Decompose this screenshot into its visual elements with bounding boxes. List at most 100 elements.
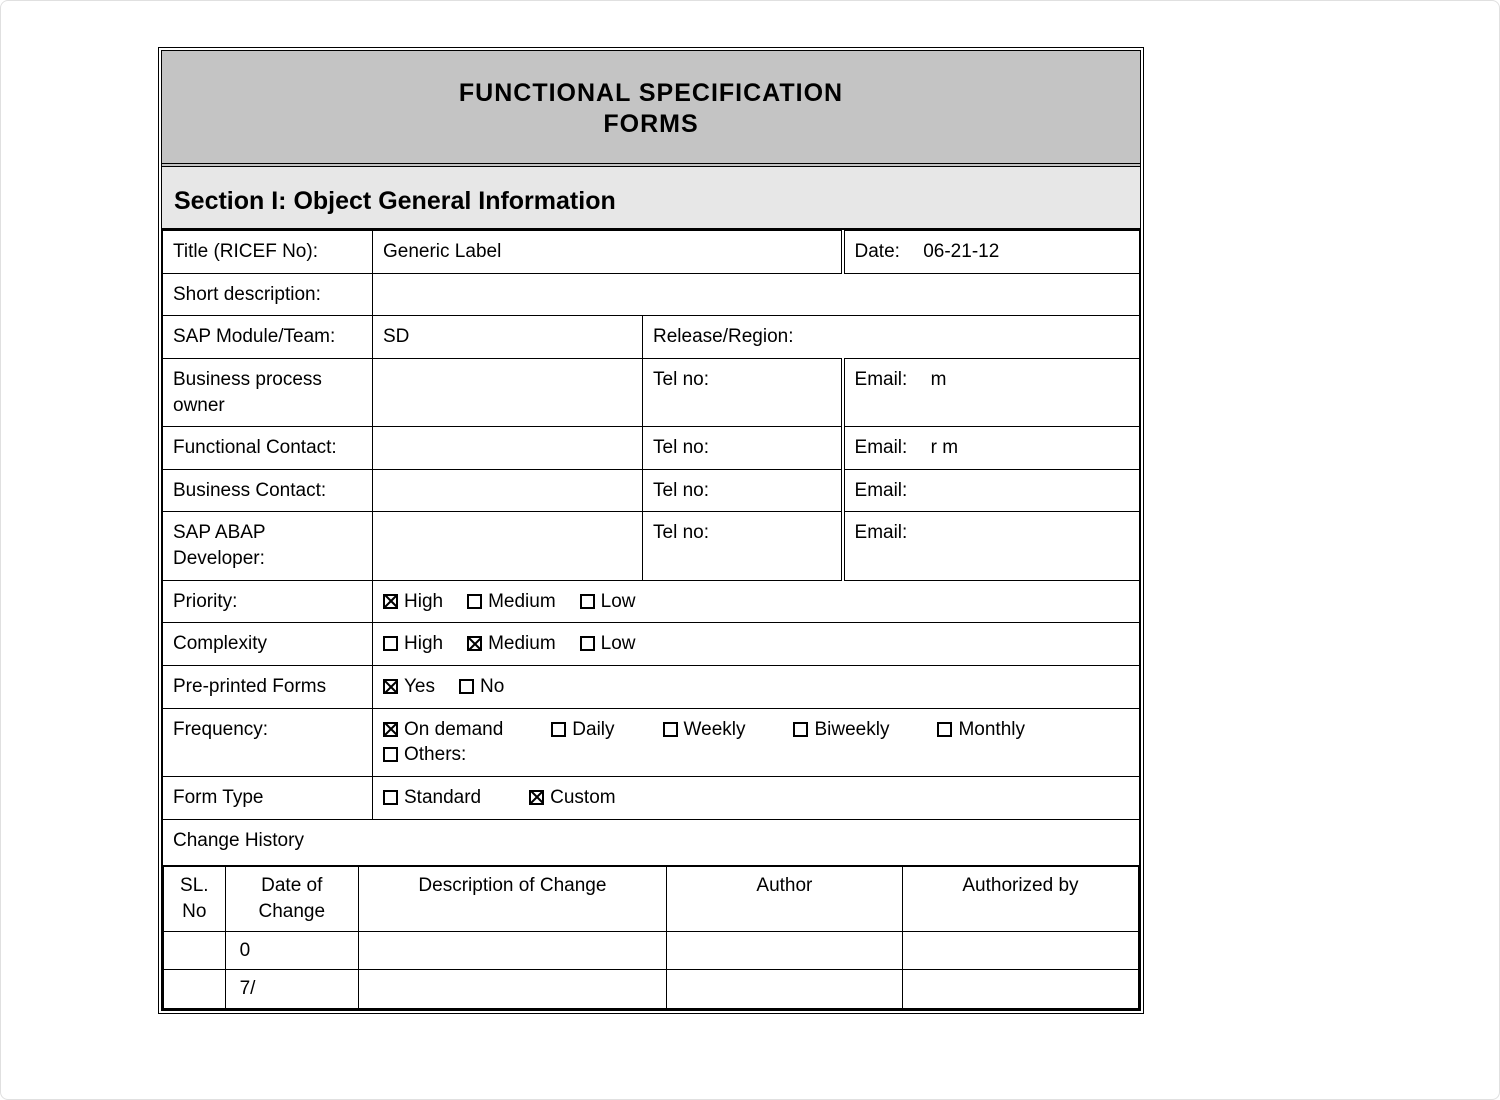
row-priority: Priority: HighMediumLow bbox=[163, 580, 1140, 623]
history-cell bbox=[902, 931, 1138, 970]
row-sap-module: SAP Module/Team: SD Release/Region: bbox=[163, 316, 1140, 359]
abap-tel-cell: Tel no: bbox=[643, 512, 843, 580]
checkbox-icon[interactable] bbox=[459, 679, 474, 694]
history-cell bbox=[666, 970, 902, 1009]
frequency-option: Others: bbox=[383, 742, 466, 768]
option-label: Medium bbox=[488, 633, 556, 654]
checkbox-icon[interactable] bbox=[529, 790, 544, 805]
sap-module-label: SAP Module/Team: bbox=[163, 316, 373, 359]
checkbox-icon[interactable] bbox=[580, 636, 595, 651]
checkbox-icon[interactable] bbox=[383, 679, 398, 694]
checkbox-icon[interactable] bbox=[383, 722, 398, 737]
bus-label: Business Contact: bbox=[163, 469, 373, 512]
abap-email-cell: Email: bbox=[843, 512, 1140, 580]
frequency-option: Daily bbox=[551, 717, 614, 743]
history-cell bbox=[666, 931, 902, 970]
priority-options: HighMediumLow bbox=[373, 580, 1140, 623]
formtype-option: Custom bbox=[529, 785, 615, 811]
row-title: Title (RICEF No): Generic Label Date: 06… bbox=[163, 231, 1140, 274]
option-label: Custom bbox=[550, 787, 615, 808]
priority-option: Medium bbox=[467, 589, 556, 615]
checkbox-icon[interactable] bbox=[663, 722, 678, 737]
frequency-options: On demand Daily Weekly Biweekly Monthly Other… bbox=[373, 708, 1140, 776]
row-bpo: Business process owner Tel no: Email: m bbox=[163, 358, 1140, 426]
formtype-options: Standard Custom bbox=[373, 776, 1140, 819]
checkbox-icon[interactable] bbox=[383, 594, 398, 609]
checkbox-icon[interactable] bbox=[467, 636, 482, 651]
form-table: Title (RICEF No): Generic Label Date: 06… bbox=[162, 230, 1140, 1010]
date-label: Date: bbox=[855, 239, 900, 265]
func-value bbox=[373, 427, 643, 470]
func-label: Functional Contact: bbox=[163, 427, 373, 470]
checkbox-icon[interactable] bbox=[383, 747, 398, 762]
option-label: No bbox=[480, 676, 504, 697]
header-line-2: FORMS bbox=[172, 110, 1130, 139]
history-header: Description of Change bbox=[358, 867, 666, 931]
checkbox-icon[interactable] bbox=[383, 790, 398, 805]
frequency-option: Monthly bbox=[937, 717, 1025, 743]
preprinted-option: No bbox=[459, 674, 504, 700]
option-label: Medium bbox=[488, 591, 556, 612]
page-frame: FUNCTIONAL SPECIFICATION FORMS Section I… bbox=[0, 0, 1500, 1100]
short-desc-value bbox=[373, 273, 1140, 316]
bus-tel-label: Tel no: bbox=[653, 478, 709, 504]
row-bus: Business Contact: Tel no: Email: bbox=[163, 469, 1140, 512]
option-label: High bbox=[404, 633, 443, 654]
priority-label: Priority: bbox=[163, 580, 373, 623]
row-func: Functional Contact: Tel no: Email: r m bbox=[163, 427, 1140, 470]
formtype-label: Form Type bbox=[163, 776, 373, 819]
option-label: Standard bbox=[404, 787, 481, 808]
checkbox-icon[interactable] bbox=[937, 722, 952, 737]
checkbox-icon[interactable] bbox=[467, 594, 482, 609]
abap-email-label: Email: bbox=[855, 520, 908, 546]
frequency-option: Weekly bbox=[663, 717, 746, 743]
complexity-option: Medium bbox=[467, 631, 556, 657]
option-label: Daily bbox=[572, 719, 614, 740]
abap-tel-label: Tel no: bbox=[653, 520, 709, 546]
date-value: 06-21-12 bbox=[923, 241, 999, 262]
checkbox-icon[interactable] bbox=[793, 722, 808, 737]
release-label: Release/Region: bbox=[653, 324, 793, 350]
short-desc-label: Short description: bbox=[163, 273, 373, 316]
bpo-email-value: m bbox=[931, 369, 947, 390]
option-label: Others: bbox=[404, 744, 466, 765]
preprinted-option: Yes bbox=[383, 674, 435, 700]
document-table: FUNCTIONAL SPECIFICATION FORMS Section I… bbox=[158, 47, 1144, 1014]
history-header: SL. No bbox=[164, 867, 226, 931]
preprinted-options: Yes No bbox=[373, 666, 1140, 709]
row-short-desc: Short description: bbox=[163, 273, 1140, 316]
option-label: High bbox=[404, 591, 443, 612]
checkbox-icon[interactable] bbox=[551, 722, 566, 737]
preprinted-label: Pre-printed Forms bbox=[163, 666, 373, 709]
func-email-value: r m bbox=[931, 437, 958, 458]
complexity-options: HighMediumLow bbox=[373, 623, 1140, 666]
change-history-title: Change History bbox=[163, 820, 1139, 867]
checkbox-icon[interactable] bbox=[580, 594, 595, 609]
bpo-value bbox=[373, 358, 643, 426]
formtype-option: Standard bbox=[383, 785, 481, 811]
priority-option: High bbox=[383, 589, 443, 615]
date-cell: Date: 06-21-12 bbox=[843, 231, 1140, 274]
history-cell: 7/ bbox=[225, 970, 358, 1009]
header-line-1: FUNCTIONAL SPECIFICATION bbox=[172, 79, 1130, 108]
abap-value bbox=[373, 512, 643, 580]
checkbox-icon[interactable] bbox=[383, 636, 398, 651]
history-header: Date of Change bbox=[225, 867, 358, 931]
option-label: On demand bbox=[404, 719, 503, 740]
func-email-label: Email: bbox=[855, 435, 908, 461]
bpo-tel-label: Tel no: bbox=[653, 367, 709, 393]
header-band: FUNCTIONAL SPECIFICATION FORMS bbox=[162, 51, 1140, 167]
change-history-table: SL. NoDate of ChangeDescription of Chang… bbox=[163, 866, 1139, 1009]
row-formtype: Form Type Standard Custom bbox=[163, 776, 1140, 819]
option-label: Yes bbox=[404, 676, 435, 697]
history-row: 7/ bbox=[164, 970, 1139, 1009]
frequency-label: Frequency: bbox=[163, 708, 373, 776]
option-label: Biweekly bbox=[814, 719, 889, 740]
complexity-label: Complexity bbox=[163, 623, 373, 666]
frequency-option: On demand bbox=[383, 717, 503, 743]
row-frequency: Frequency: On demand Daily Weekly Biweekly M… bbox=[163, 708, 1140, 776]
bpo-email-cell: Email: m bbox=[843, 358, 1140, 426]
title-value: Generic Label bbox=[373, 231, 843, 274]
bus-email-cell: Email: bbox=[843, 469, 1140, 512]
title-label: Title (RICEF No): bbox=[163, 231, 373, 274]
